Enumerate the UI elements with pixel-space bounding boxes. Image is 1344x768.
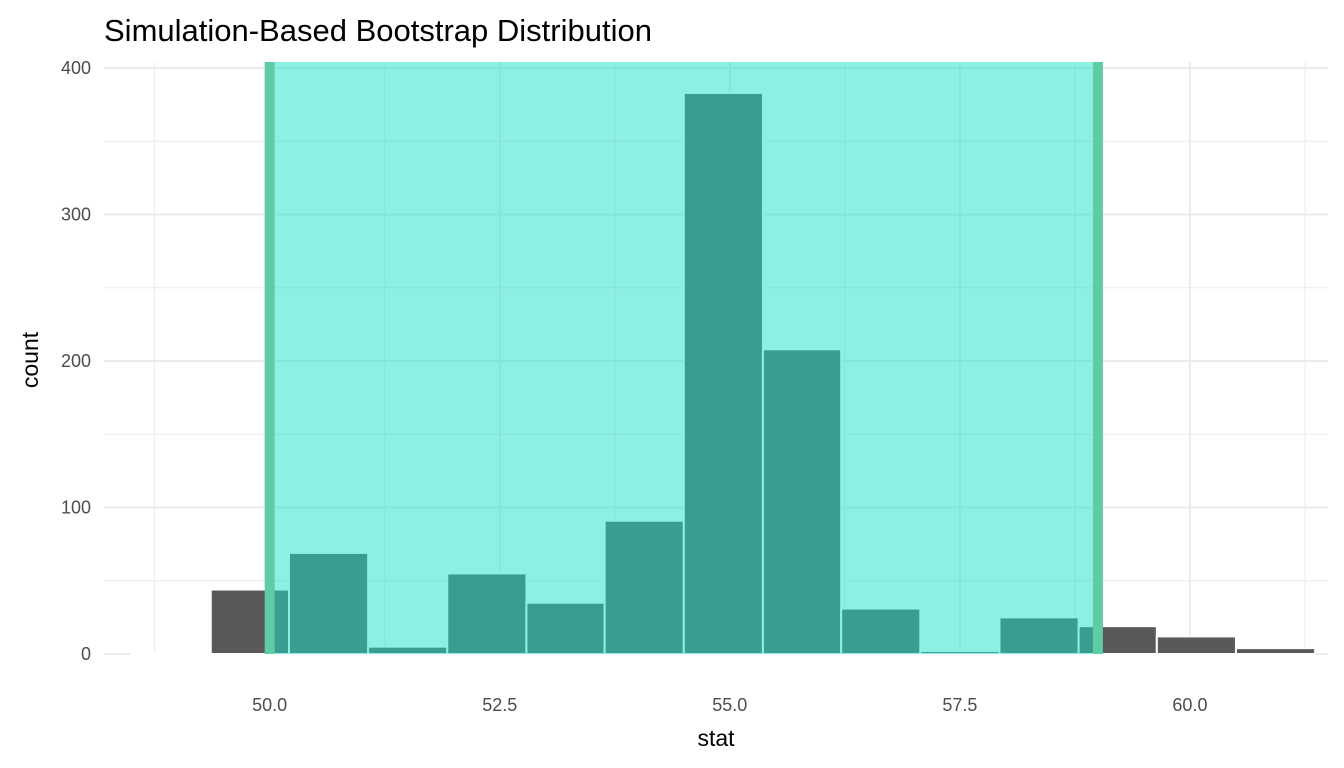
x-tick-label: 52.5: [482, 695, 517, 715]
y-tick-label: 200: [61, 351, 91, 371]
histogram-bar: [130, 651, 212, 656]
y-tick-label: 0: [81, 644, 91, 664]
x-tick-label: 50.0: [252, 695, 287, 715]
y-axis-title: count: [17, 331, 43, 388]
chart-title: Simulation-Based Bootstrap Distribution: [104, 13, 652, 48]
y-tick-label: 300: [61, 205, 91, 225]
histogram-bar: [1155, 635, 1237, 655]
y-tick-label: 400: [61, 58, 91, 78]
x-axis-ticks: 50.0 52.5 55.0 57.5 60.0: [252, 695, 1207, 715]
confidence-interval-shading: [264, 62, 1103, 654]
x-tick-label: 55.0: [712, 695, 747, 715]
histogram-bar: [1234, 647, 1317, 656]
x-axis-title: stat: [697, 725, 735, 751]
x-tick-label: 60.0: [1172, 695, 1207, 715]
ci-shaded-region: [269, 62, 1098, 654]
y-tick-label: 100: [61, 498, 91, 518]
x-tick-label: 57.5: [942, 695, 977, 715]
y-axis-ticks: 0 100 200 300 400: [61, 58, 91, 664]
